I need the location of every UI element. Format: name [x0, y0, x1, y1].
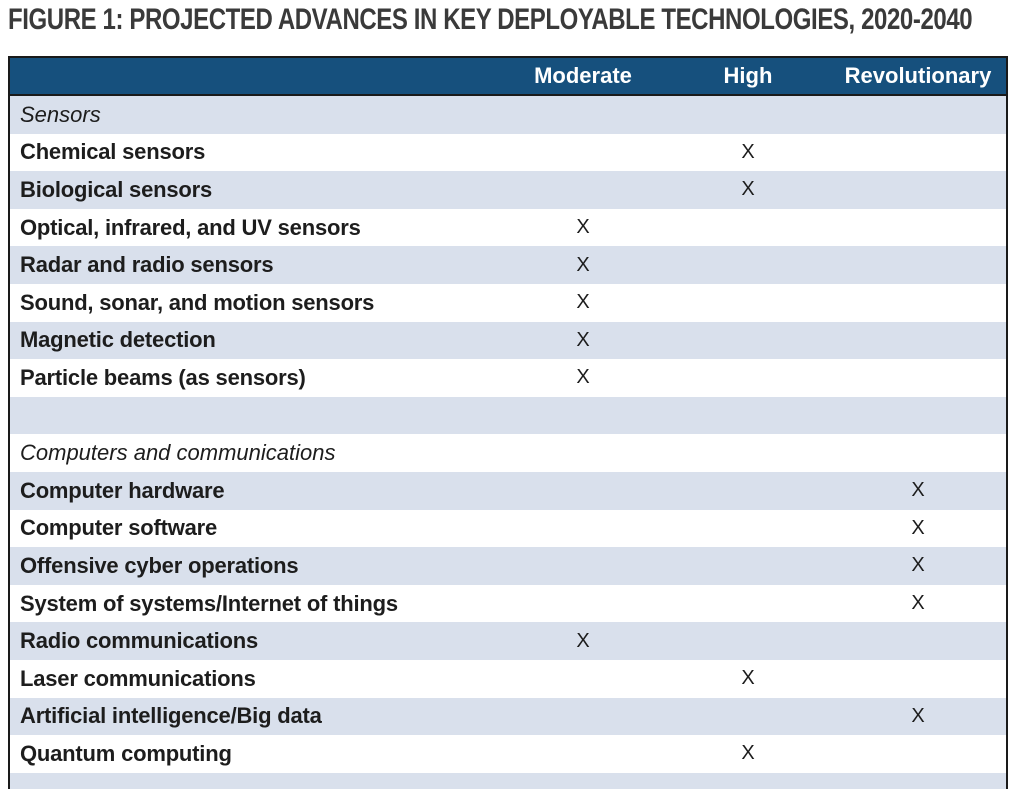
table-row: Magnetic detection X — [10, 321, 1006, 360]
cell-high-mark: X — [741, 140, 755, 163]
column-header-moderate: Moderate — [534, 63, 632, 88]
blank-row — [10, 772, 1006, 789]
cell-moderate-mark: X — [576, 253, 590, 276]
row-label: Computer hardware — [20, 477, 225, 503]
row-label: Sound, sonar, and motion sensors — [20, 289, 375, 315]
table-row: Radio communications X — [10, 622, 1006, 660]
row-label: System of systems/Internet of things — [20, 590, 398, 616]
cell-moderate-mark: X — [576, 216, 590, 239]
table-row: Chemical sensors X — [10, 133, 1006, 172]
row-label: Radio communications — [20, 628, 259, 654]
table-row: System of systems/Internet of things X — [10, 584, 1006, 623]
cell-moderate-mark: X — [576, 629, 590, 652]
row-label: Biological sensors — [20, 176, 213, 202]
row-label: Particle beams (as sensors) — [20, 364, 306, 390]
table-row: Computer hardware X — [10, 471, 1006, 510]
table-row: Artificial intelligence/Big data X — [10, 697, 1006, 736]
row-label: Artificial intelligence/Big data — [20, 703, 322, 729]
cell-revolutionary-mark: X — [911, 554, 925, 577]
section-label: Computers and communications — [20, 440, 336, 466]
row-label: Optical, infrared, and UV sensors — [20, 214, 361, 240]
table-row: Sound, sonar, and motion sensors X — [10, 283, 1006, 322]
cell-moderate-mark: X — [576, 366, 590, 389]
blank-row — [10, 396, 1006, 435]
cell-high-mark: X — [741, 178, 755, 201]
table-row: Offensive cyber operations X — [10, 547, 1006, 585]
table-body: Sensors Chemical sensors X Biological senso… — [10, 96, 1006, 789]
cell-moderate-mark: X — [576, 328, 590, 351]
table-row: Laser communications X — [10, 659, 1006, 698]
table-header: Moderate High Revolutionary — [10, 58, 1006, 96]
cell-moderate-mark: X — [576, 291, 590, 314]
column-header-revolutionary: Revolutionary — [844, 63, 992, 88]
figure-title: FIGURE 1: PROJECTED ADVANCES IN KEY DEPL… — [8, 3, 973, 36]
column-header-high: High — [723, 63, 773, 88]
row-label: Offensive cyber operations — [20, 552, 299, 578]
table-row: Radar and radio sensors X — [10, 246, 1006, 284]
row-label: Radar and radio sensors — [20, 252, 274, 278]
cell-revolutionary-mark: X — [911, 704, 925, 727]
table-row: Computer software X — [10, 509, 1006, 548]
table-row: Quantum computing X — [10, 735, 1006, 773]
cell-revolutionary-mark: X — [911, 516, 925, 539]
cell-revolutionary-mark: X — [911, 592, 925, 615]
table-row: Optical, infrared, and UV sensors X — [10, 208, 1006, 247]
row-label: Magnetic detection — [20, 327, 216, 353]
row-label: Chemical sensors — [20, 139, 206, 165]
section-label: Sensors — [20, 101, 101, 127]
table: Moderate High Revolutionary Sensors Chemi… — [8, 56, 1008, 789]
section-row: Computers and communications — [10, 434, 1006, 472]
table-row: Biological sensors X — [10, 171, 1006, 209]
row-label: Laser communications — [20, 665, 256, 691]
table-row: Particle beams (as sensors) X — [10, 359, 1006, 397]
section-row: Sensors — [10, 96, 1006, 134]
cell-high-mark: X — [741, 742, 755, 765]
cell-revolutionary-mark: X — [911, 479, 925, 502]
cell-high-mark: X — [741, 667, 755, 690]
row-label: Quantum computing — [20, 740, 232, 766]
row-label: Computer software — [20, 515, 218, 541]
